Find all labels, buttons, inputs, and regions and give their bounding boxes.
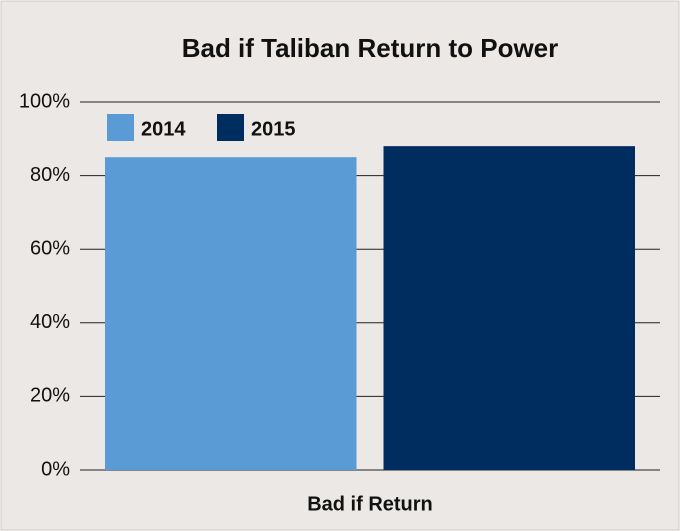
y-tick-label: 60% xyxy=(30,237,70,259)
x-tick-label: Bad if Return xyxy=(307,493,433,515)
y-tick-label: 20% xyxy=(30,385,70,407)
legend-label: 2014 xyxy=(141,118,186,140)
legend-swatch xyxy=(107,114,134,141)
y-tick-label: 80% xyxy=(30,164,70,186)
legend-label: 2015 xyxy=(251,118,296,140)
y-tick-label: 100% xyxy=(19,90,70,112)
bar xyxy=(105,157,357,470)
y-tick-label: 0% xyxy=(41,458,70,480)
chart-title: Bad if Taliban Return to Power xyxy=(182,33,559,63)
bar xyxy=(383,146,635,470)
y-tick-label: 40% xyxy=(30,311,70,333)
legend-swatch xyxy=(217,114,244,141)
